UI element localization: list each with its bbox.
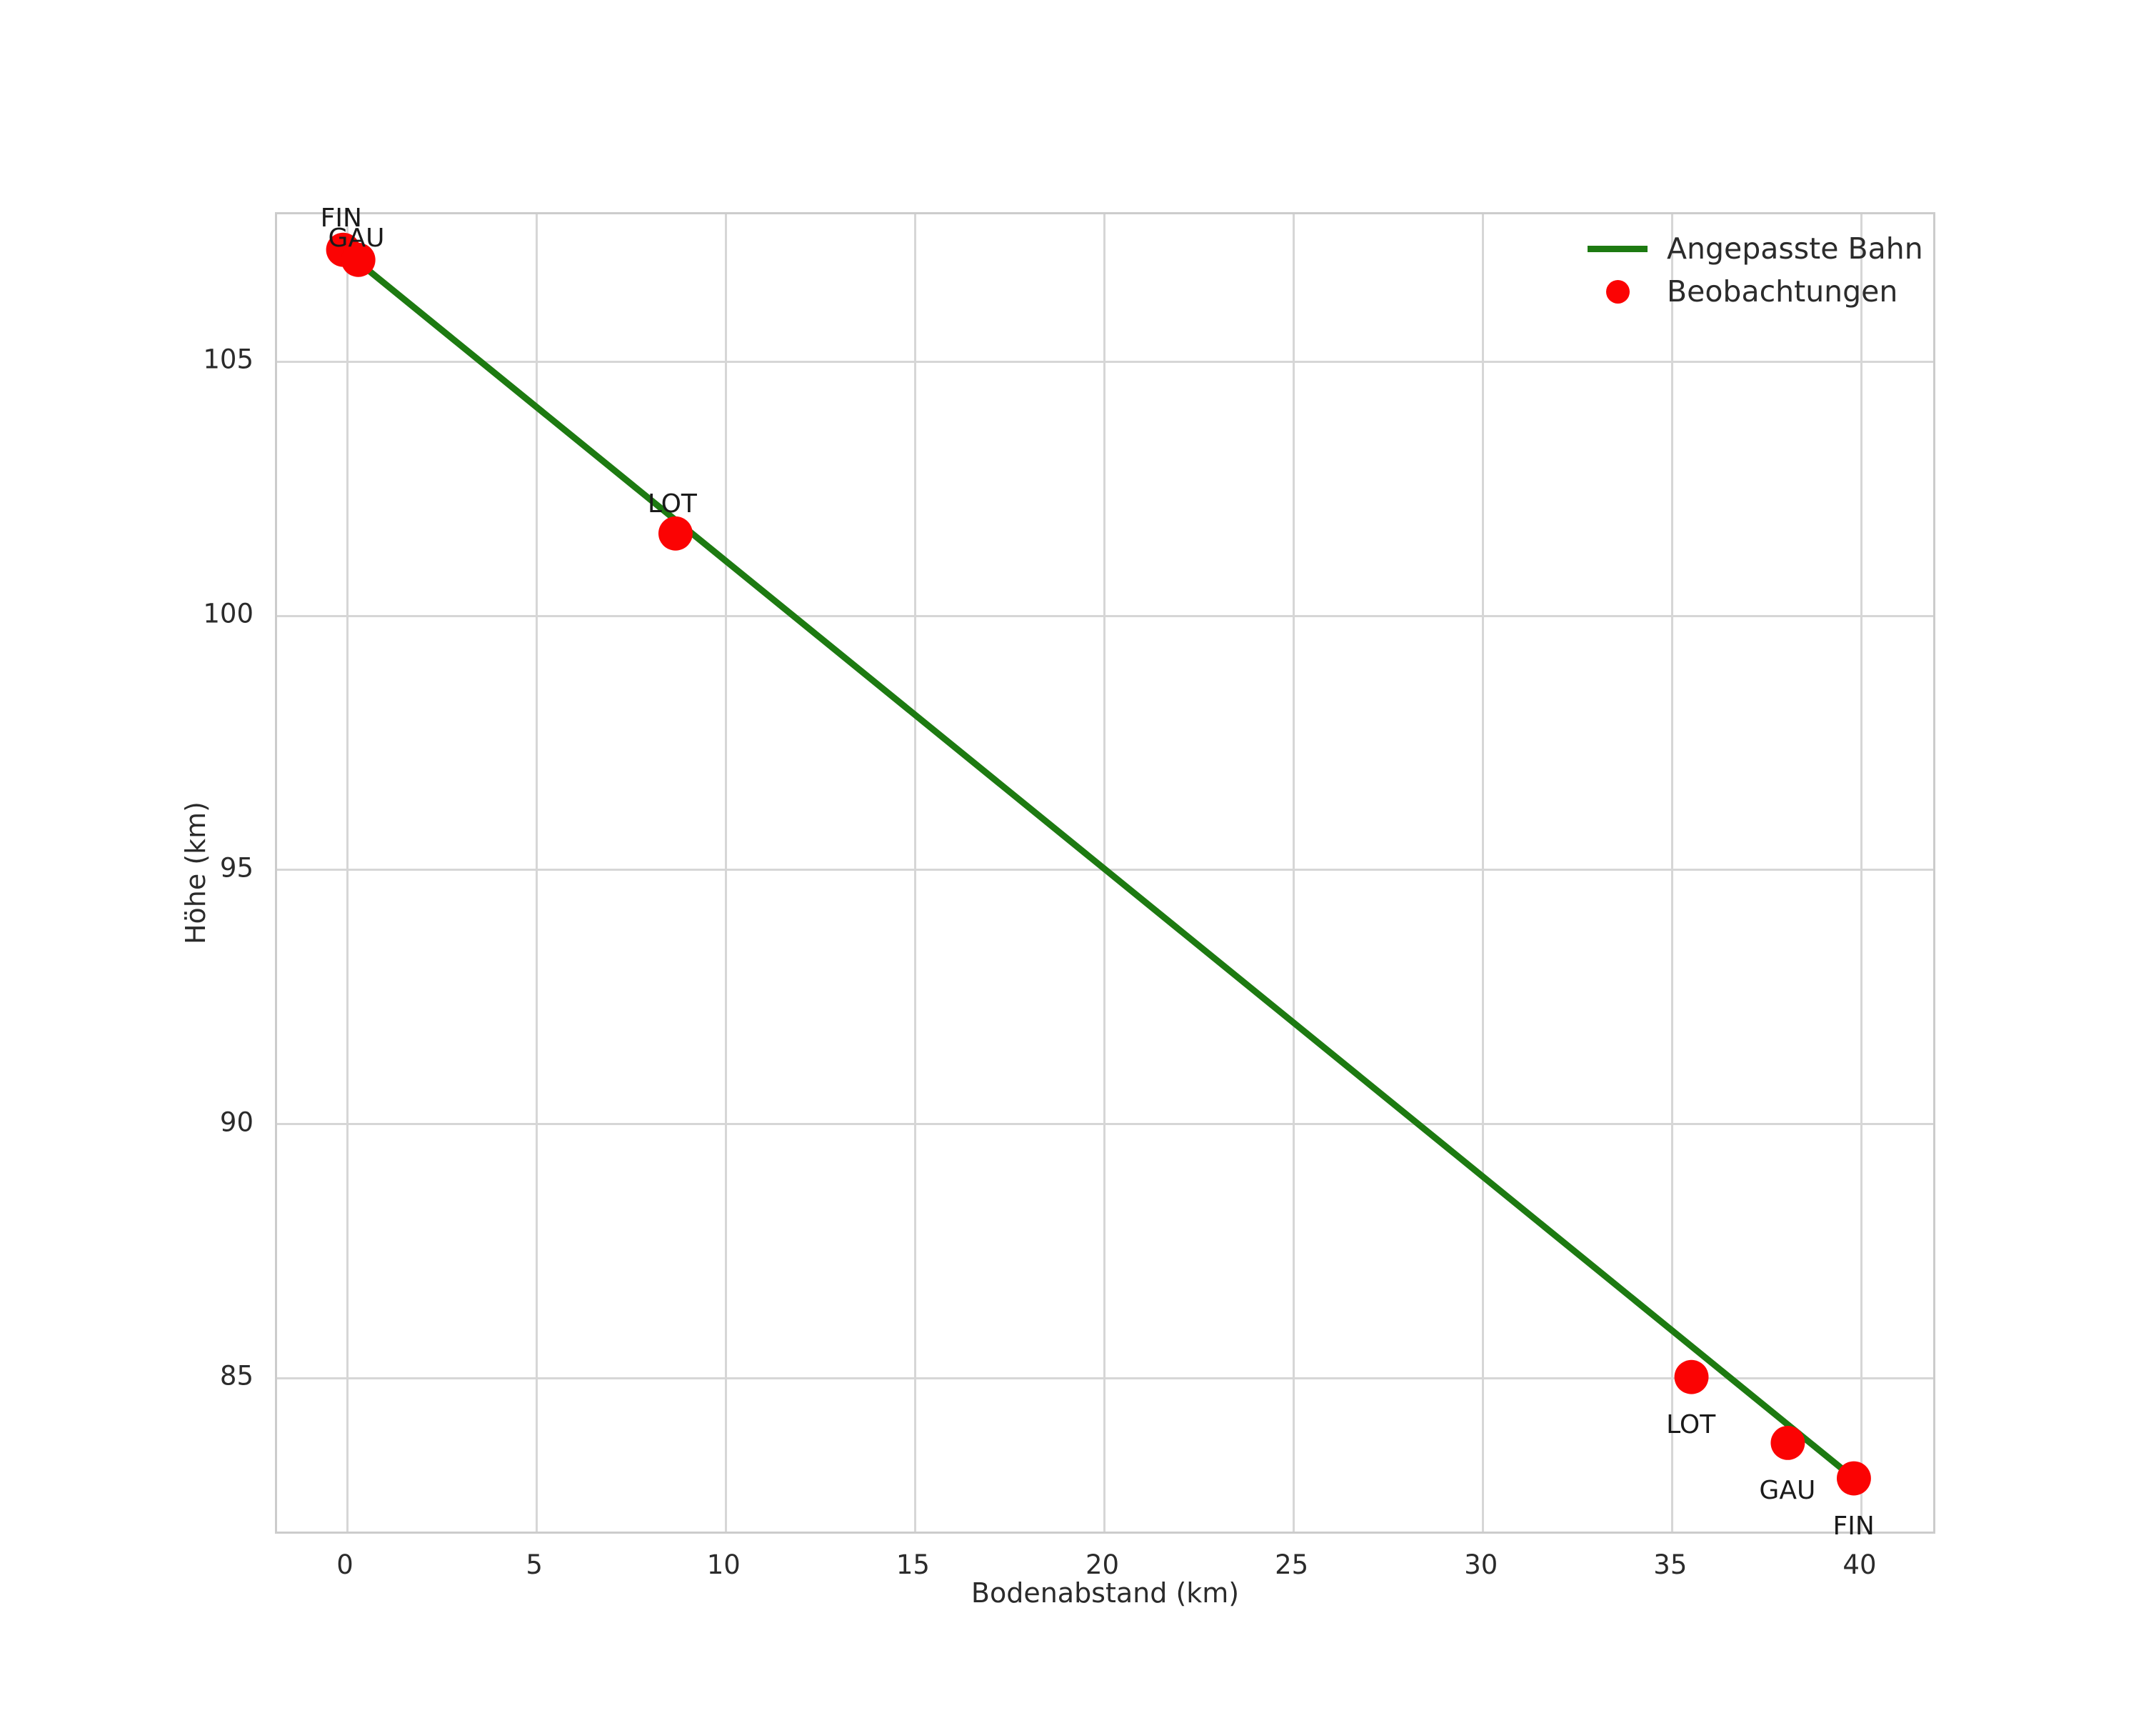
x-tick-label-30: 30 — [1464, 1549, 1498, 1580]
plot-area — [275, 212, 1935, 1534]
observation-point-lot-2 — [658, 516, 693, 551]
legend-label-fitted-trajectory: Angepasste Bahn — [1667, 231, 1923, 266]
legend-item-fitted-trajectory[interactable]: Angepasste Bahn — [1575, 227, 1923, 270]
gridline-y-1 — [277, 1123, 1933, 1126]
gridline-x-3 — [913, 214, 916, 1532]
y-tick-label-100: 100 — [203, 598, 254, 629]
plot-graphics — [326, 232, 1871, 1496]
x-tick-label-5: 5 — [526, 1549, 543, 1580]
point-label-fin-0: FIN — [320, 203, 362, 233]
gridline-x-1 — [535, 214, 538, 1532]
observation-markers — [326, 232, 1871, 1496]
x-tick-label-15: 15 — [896, 1549, 930, 1580]
observation-point-gau-4 — [1770, 1425, 1805, 1460]
y-axis-title: Höhe (km) — [180, 801, 211, 945]
point-label-gau-1: GAU — [328, 224, 385, 254]
gridline-x-5 — [1293, 214, 1295, 1532]
gridline-x-6 — [1482, 214, 1485, 1532]
observation-point-fin-5 — [1837, 1461, 1871, 1496]
point-label-gau-4: GAU — [1759, 1476, 1816, 1506]
x-tick-label-25: 25 — [1275, 1549, 1309, 1580]
observation-point-lot-3 — [1674, 1359, 1709, 1394]
fitted-trajectory-line — [340, 246, 1857, 1482]
legend-label-observations: Beobachtungen — [1667, 274, 1898, 309]
legend-line-swatch — [1575, 245, 1660, 252]
x-tick-label-0: 0 — [336, 1549, 354, 1580]
y-tick-label-90: 90 — [219, 1107, 254, 1138]
point-label-lot-3: LOT — [1666, 1409, 1716, 1439]
point-label-lot-2: LOT — [647, 489, 697, 519]
x-tick-label-40: 40 — [1842, 1549, 1877, 1580]
x-tick-label-20: 20 — [1085, 1549, 1120, 1580]
y-tick-label-105: 105 — [203, 344, 254, 375]
y-tick-label-95: 95 — [219, 852, 254, 884]
y-tick-label-85: 85 — [219, 1360, 254, 1392]
point-label-fin-5: FIN — [1832, 1512, 1875, 1542]
chart-legend: Angepasste Bahn Beobachtungen — [1575, 227, 1923, 313]
legend-item-observations[interactable]: Beobachtungen — [1575, 270, 1918, 313]
gridline-y-0 — [277, 1377, 1933, 1379]
gridline-y-4 — [277, 360, 1933, 363]
x-tick-label-35: 35 — [1653, 1549, 1688, 1580]
gridline-x-2 — [724, 214, 727, 1532]
x-axis-title: Bodenabstand (km) — [971, 1577, 1240, 1609]
legend-dot-swatch — [1575, 279, 1660, 304]
gridline-x-0 — [346, 214, 349, 1532]
x-tick-label-10: 10 — [706, 1549, 741, 1580]
gridline-x-8 — [1860, 214, 1863, 1532]
gridline-y-3 — [277, 614, 1933, 617]
gridline-x-7 — [1671, 214, 1674, 1532]
observation-point-gau-1 — [341, 242, 376, 277]
